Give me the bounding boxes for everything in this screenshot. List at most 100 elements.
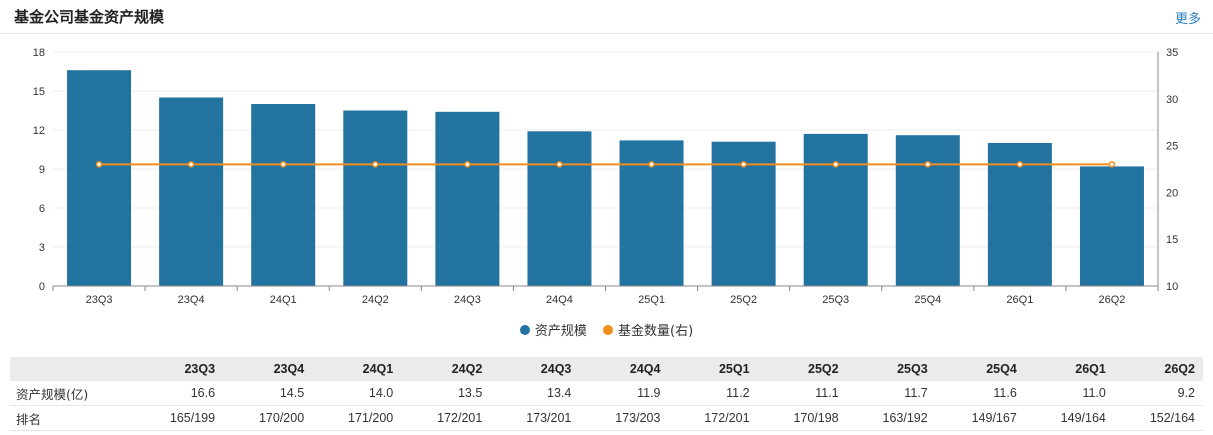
line-point <box>740 161 747 168</box>
table-cell: 173/203 <box>579 405 669 431</box>
table-cell: 149/164 <box>1024 405 1114 431</box>
y-tick-label: 3 <box>39 242 45 254</box>
panel-title: 基金公司基金资产规模 <box>14 8 165 26</box>
table-column-header: 24Q2 <box>401 357 491 381</box>
bar <box>343 110 408 286</box>
bar <box>895 135 960 286</box>
x-tick-label: 23Q4 <box>178 294 205 306</box>
legend-line-marker <box>603 324 613 335</box>
legend-item-fund-count[interactable]: 基金数量(右) <box>603 320 693 339</box>
table-cell: 14.5 <box>223 381 313 406</box>
y2-tick-label: 35 <box>1166 47 1178 59</box>
table-column-header: 25Q1 <box>668 357 758 381</box>
panel-header: 基金公司基金资产规模 更多 <box>0 0 1213 34</box>
legend-item-asset-scale[interactable]: 资产规模 <box>519 320 587 339</box>
table-cell: 149/167 <box>935 405 1025 431</box>
table-cell: 173/201 <box>490 405 580 431</box>
table-column-header: 25Q4 <box>935 357 1025 381</box>
line-point <box>464 161 471 168</box>
table-column-header: 24Q4 <box>579 357 669 381</box>
table-cell: 11.7 <box>846 381 936 406</box>
table-cell: 11.2 <box>668 381 758 406</box>
table-column-header: 24Q1 <box>312 357 402 381</box>
grid-lines <box>53 51 1158 248</box>
x-tick-label: 24Q2 <box>362 294 389 306</box>
table-column-header: 23Q3 <box>134 357 224 381</box>
table-cell: 171/200 <box>312 405 402 431</box>
table-column-header: 25Q3 <box>846 357 936 381</box>
table-cell: 13.4 <box>490 381 580 406</box>
y2-tick-label: 25 <box>1166 141 1178 153</box>
y-tick-label: 6 <box>39 203 45 215</box>
legend-bar-marker <box>519 324 530 335</box>
y2-tick-label: 20 <box>1166 187 1178 199</box>
table-cell: 172/201 <box>401 405 491 431</box>
table-cell: 170/200 <box>223 405 313 431</box>
bar <box>435 111 500 286</box>
x-tick-label: 26Q1 <box>1006 294 1033 306</box>
stats-table: 23Q3 23Q4 24Q1 24Q2 24Q3 24Q4 25Q1 25Q2 25Q3 25Q4… <box>10 357 1203 431</box>
y-tick-label: 9 <box>39 164 45 176</box>
table-cell: 170/198 <box>757 405 847 431</box>
line-point <box>1016 161 1024 168</box>
y-tick-label: 0 <box>39 281 45 293</box>
x-tick-label: 24Q4 <box>546 294 573 306</box>
table-cell: 9.2 <box>1113 381 1203 406</box>
table-cell: 163/192 <box>846 405 936 431</box>
bar <box>1079 166 1144 286</box>
line-point <box>648 161 655 168</box>
bar <box>159 97 224 286</box>
table-column-header: 23Q4 <box>223 357 313 381</box>
table-corner-cell <box>10 357 134 381</box>
bar-series <box>67 70 1144 286</box>
line-series <box>95 161 1116 168</box>
y2-tick-label: 30 <box>1166 94 1178 106</box>
y-tick-label: 15 <box>33 86 45 98</box>
bar <box>803 133 868 286</box>
table-row: 排名 165/199 170/200 171/200 172/201 173/201 173… <box>10 405 1203 431</box>
bar <box>67 70 132 286</box>
y-tick-label: 12 <box>33 125 45 137</box>
y-tick-label: 18 <box>33 47 45 59</box>
axes: 0 3 6 9 12 15 18 10 15 20 25 30 35 23Q3 23Q4 24Q1 24Q2 24… <box>33 47 1179 306</box>
table-column-header: 25Q2 <box>757 357 847 381</box>
table-cell: 14.0 <box>312 381 402 406</box>
line-point <box>279 161 287 168</box>
x-tick-label: 23Q3 <box>86 294 113 306</box>
line-point <box>95 161 103 168</box>
table-cell: 152/164 <box>1113 405 1203 431</box>
table-cell: 172/201 <box>668 405 758 431</box>
asset-scale-chart: 0 3 6 9 12 15 18 10 15 20 25 30 35 23Q3 23Q4 24Q1 24Q2 24… <box>33 47 1179 306</box>
table-column-header: 26Q1 <box>1024 357 1114 381</box>
line-point <box>372 161 379 168</box>
table-cell: 11.0 <box>1024 381 1114 406</box>
more-link[interactable]: 更多 <box>1174 12 1201 27</box>
line-point <box>832 161 839 168</box>
table-cell: 11.1 <box>757 381 847 406</box>
y2-tick-label: 15 <box>1166 234 1178 246</box>
line-point <box>924 161 932 168</box>
line-point <box>187 161 195 168</box>
table-column-header: 26Q2 <box>1113 357 1203 381</box>
table-column-header: 24Q3 <box>490 357 580 381</box>
table-cell: 13.5 <box>401 381 491 406</box>
y2-tick-label: 10 <box>1166 281 1178 293</box>
x-tick-label: 25Q4 <box>914 294 941 306</box>
x-tick-label: 26Q2 <box>1098 294 1125 306</box>
table-row-label: 资产规模(亿) <box>10 381 134 406</box>
table-row-label: 排名 <box>10 405 134 431</box>
x-tick-label: 25Q3 <box>822 294 849 306</box>
x-tick-label: 25Q2 <box>730 294 757 306</box>
legend-label-fund-count: 基金数量(右) <box>618 324 694 339</box>
bar <box>251 104 316 286</box>
table-row: 资产规模(亿) 16.6 14.5 14.0 13.5 13.4 11.9 11.2 11.1 1… <box>10 381 1203 406</box>
table-header-row: 23Q3 23Q4 24Q1 24Q2 24Q3 24Q4 25Q1 25Q2 25Q3 25Q4… <box>10 357 1203 381</box>
table-cell: 165/199 <box>134 405 224 431</box>
x-tick-label: 24Q3 <box>454 294 481 306</box>
legend-label-asset-scale: 资产规模 <box>534 324 587 339</box>
table-cell: 11.6 <box>935 381 1025 406</box>
x-tick-label: 25Q1 <box>638 294 665 306</box>
line-point <box>1108 161 1116 168</box>
table-cell: 16.6 <box>134 381 224 406</box>
table-cell: 11.9 <box>579 381 669 406</box>
